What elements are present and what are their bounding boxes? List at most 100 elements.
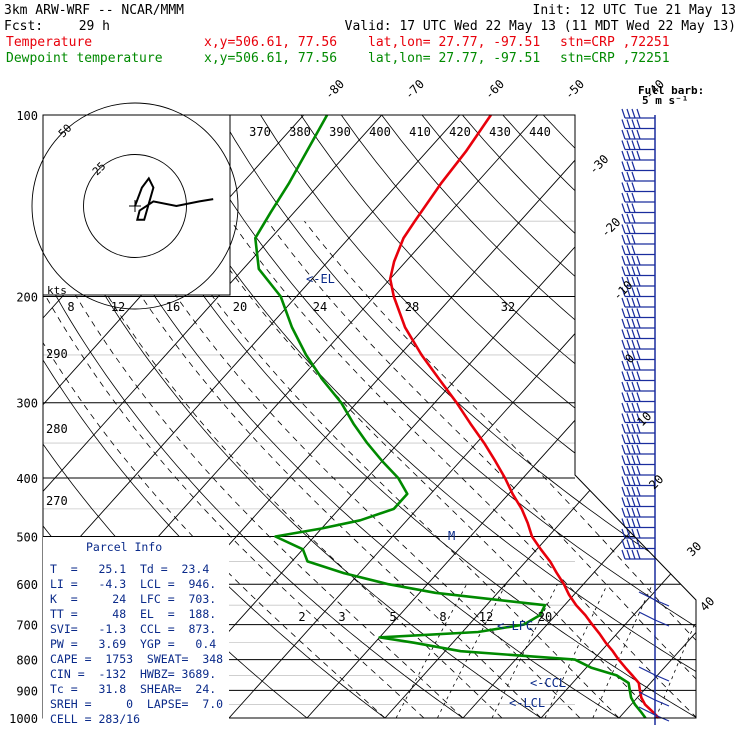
barb-flag <box>631 213 636 224</box>
hodograph-ring <box>31 102 239 310</box>
barb-flag <box>636 150 641 161</box>
dry-adiabat <box>381 115 696 718</box>
dry-adiabat <box>705 115 740 718</box>
mixing-ratio-label: 8 <box>439 610 446 624</box>
barb-flag <box>626 255 631 266</box>
wind-barb <box>621 423 655 434</box>
barb-flag <box>626 108 631 119</box>
barb-flag <box>626 423 631 434</box>
dry-adiabat <box>139 115 696 718</box>
barb-flag <box>631 297 636 308</box>
barb-flag <box>631 476 636 486</box>
barb-flag <box>636 444 641 455</box>
wind-barb <box>621 381 655 392</box>
barb-flag <box>626 465 631 476</box>
barb-flag <box>631 360 636 371</box>
wind-barb <box>621 371 655 382</box>
hodograph-frame <box>42 114 231 296</box>
barb-flag <box>621 213 626 224</box>
parcel-row: PW = 3.69 YGP = 0.4 <box>50 637 216 651</box>
dry-adiabat <box>179 115 696 718</box>
barb-flag <box>621 423 626 434</box>
barb-flag <box>626 161 631 171</box>
wind-barbs <box>621 108 670 725</box>
wind-barb <box>621 507 655 518</box>
isotherm-label: 40 <box>697 594 717 614</box>
barb-flag <box>626 329 631 339</box>
barb-flag <box>626 455 631 465</box>
parcel-row: K = 24 LFC = 703. <box>50 592 216 606</box>
barb-flag <box>636 339 641 350</box>
barb-flag <box>626 245 631 255</box>
mixing-ratio-label: 20 <box>538 610 552 624</box>
barb-flag <box>631 507 636 518</box>
barb-flag <box>636 434 641 444</box>
barb-flag <box>621 266 626 276</box>
isotherm-line <box>150 115 695 718</box>
series-layer <box>254 114 660 719</box>
barb-flag <box>626 266 631 276</box>
barb-flag <box>636 423 641 434</box>
speed-tick-label: 12 <box>111 300 125 314</box>
barb-flag <box>621 140 626 150</box>
full-barb-label: Full barb: <box>638 84 704 97</box>
pressure-tick-label: 900 <box>16 684 38 698</box>
theta-e-label: 400 <box>369 125 391 139</box>
wind-barb <box>621 129 655 140</box>
mixing-ratio-line <box>491 584 558 718</box>
parcel-row: SREH = 0 LAPSE= 7.0 <box>50 697 223 711</box>
barb-flag <box>636 297 641 308</box>
barb-flag <box>631 182 636 192</box>
barb-flag <box>621 224 626 234</box>
barb-flag <box>621 129 626 140</box>
barb-flag <box>631 140 636 150</box>
barb-flag <box>636 455 641 465</box>
barb-flag <box>626 339 631 350</box>
barb-flag <box>626 213 631 224</box>
parcel-info-box: Parcel Info T = 25.1 Td = 23.4 LI = -4.3… <box>43 537 229 727</box>
barb-flag <box>621 381 626 392</box>
barb-flag <box>626 549 631 560</box>
barb-flag <box>621 350 626 360</box>
theta-e-label: 430 <box>489 125 511 139</box>
barb-flag <box>636 539 641 549</box>
barb-flag <box>626 444 631 455</box>
wind-barb <box>621 539 655 550</box>
barb-flag <box>636 402 641 413</box>
lcl-marker: <-LCL <box>509 696 545 710</box>
theta-e-label: 440 <box>529 125 551 139</box>
barb-flag <box>626 297 631 308</box>
barb-flag <box>621 465 626 476</box>
wind-barb <box>621 276 655 287</box>
barb-flag <box>626 497 631 507</box>
barb-flag <box>631 518 636 528</box>
wind-barb <box>621 140 655 151</box>
low-level-barb <box>638 611 656 621</box>
ccl-marker: <-CCL <box>530 676 566 690</box>
wind-barb <box>621 192 655 203</box>
wind-barb <box>621 455 655 466</box>
wind-barb <box>621 266 655 277</box>
moist-adiabat <box>304 220 696 718</box>
isotherm-line <box>540 115 696 718</box>
kts-label: kts <box>47 284 67 297</box>
barb-flag <box>626 350 631 360</box>
barb-flag <box>631 276 636 287</box>
barb-flag <box>631 455 636 465</box>
barb-flag <box>621 539 626 549</box>
barb-flag <box>636 549 641 560</box>
wind-barb <box>621 108 655 119</box>
temperature-latlon: lat,lon= 27.77, -97.51 <box>368 35 540 50</box>
barb-flag <box>631 350 636 360</box>
wind-barb <box>621 329 655 340</box>
barb-flag <box>621 360 626 371</box>
barb-flag <box>626 234 631 245</box>
barb-flag <box>636 486 641 497</box>
pressure-tick-label: 100 <box>16 109 38 123</box>
wind-barb <box>621 297 655 308</box>
barb-flag <box>621 329 626 339</box>
barb-flag <box>631 287 636 297</box>
m-marker: M <box>448 529 455 543</box>
model-title: 3km ARW-WRF -- NCAR/MMM <box>4 3 184 18</box>
